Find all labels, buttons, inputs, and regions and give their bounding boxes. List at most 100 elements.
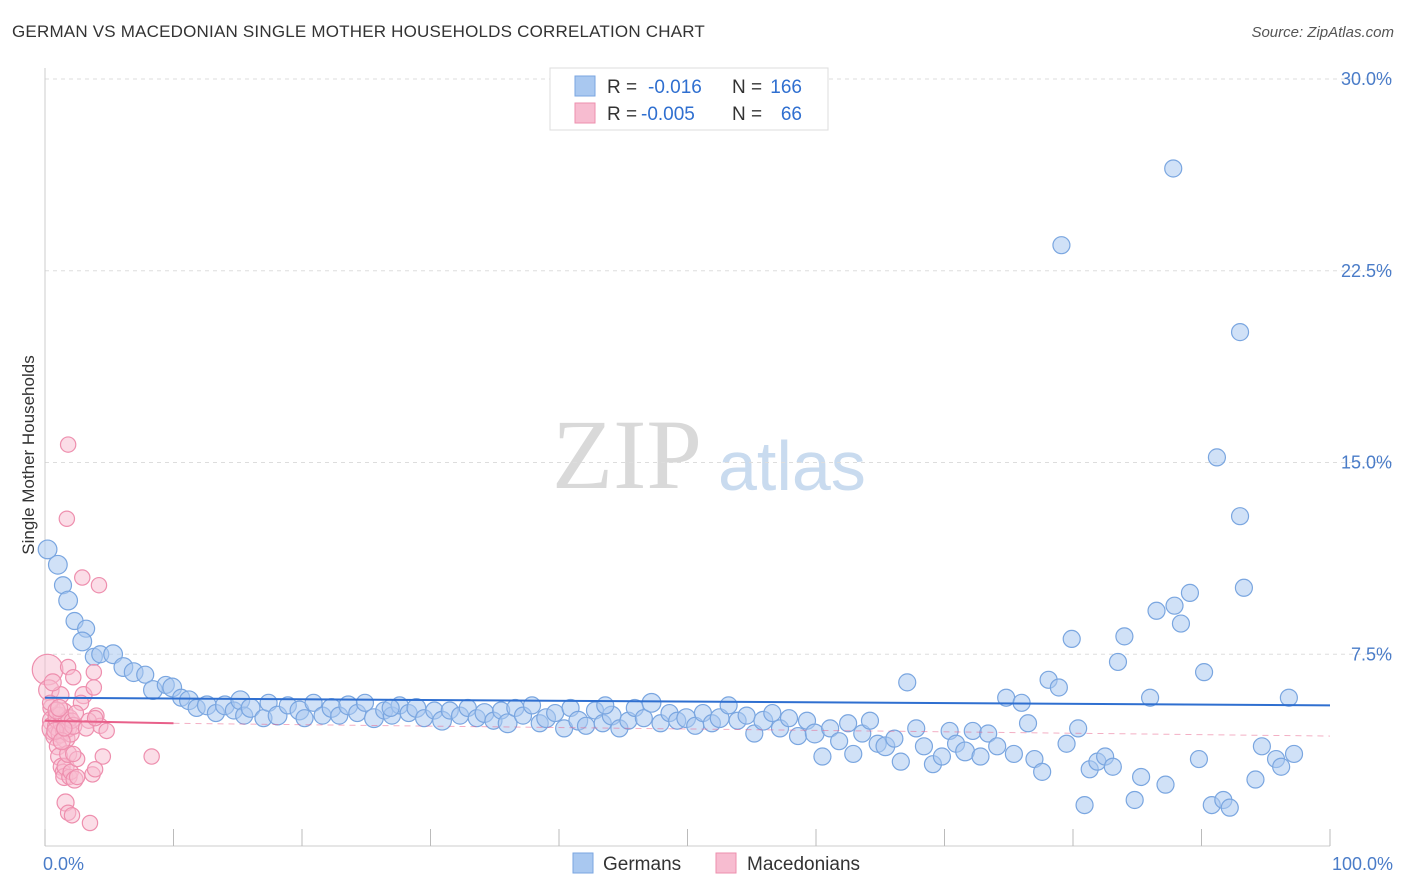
macedonian-point [143, 748, 160, 765]
macedonian-point [90, 576, 108, 594]
german-point [634, 709, 653, 728]
german-point [1164, 159, 1183, 178]
german-point [1132, 767, 1151, 787]
german-point [1057, 734, 1076, 753]
german-point [355, 693, 375, 712]
macedonian-point [63, 807, 81, 824]
y-tick-label: 30.0% [1341, 69, 1392, 89]
german-point [988, 737, 1007, 756]
german-point [136, 665, 155, 684]
german-point [979, 724, 998, 743]
bottom-legend-macedonians: Macedonians [747, 854, 860, 875]
macedonian-point [50, 698, 69, 718]
macedonian-point [94, 748, 112, 765]
german-point [58, 590, 79, 611]
german-point [1049, 678, 1068, 697]
macedonian-point [86, 709, 104, 727]
legend-n-value-germans: 166 [770, 77, 802, 98]
macedonian-point [85, 663, 103, 681]
german-point [1125, 790, 1144, 810]
german-point [1272, 757, 1291, 776]
german-point [1279, 688, 1298, 707]
german-point [1075, 795, 1094, 815]
german-point [1165, 596, 1184, 615]
y-axis-label: Single Mother Households [19, 355, 38, 554]
legend-n-label-macedonians: N = [732, 104, 762, 125]
german-point [1018, 714, 1038, 733]
german-point [719, 696, 738, 715]
series-legend: Germans Macedonians [572, 852, 860, 875]
gridlines [45, 78, 1392, 655]
german-point [830, 732, 849, 751]
macedonian-point [43, 673, 62, 692]
legend-r-value-macedonians: -0.005 [641, 104, 695, 125]
german-point [963, 721, 982, 741]
german-point [1115, 627, 1134, 646]
macedonian-point [67, 704, 85, 722]
macedonian-point [65, 745, 82, 763]
german-point [1004, 744, 1023, 764]
macedonian-point [59, 436, 77, 453]
german-point [1108, 652, 1128, 672]
german-point [779, 709, 799, 728]
watermark: ZIP atlas [552, 399, 866, 510]
germans-trend-line [44, 696, 1331, 707]
macedonian-point [74, 569, 91, 586]
german-point [907, 719, 926, 738]
watermark-zip: ZIP [552, 399, 702, 510]
german-point [576, 716, 596, 735]
y-tick-label: 7.5% [1351, 644, 1392, 664]
german-point [1246, 770, 1265, 789]
trend-lines [44, 696, 1331, 737]
y-tick-label: 15.0% [1341, 453, 1392, 473]
german-point [497, 713, 518, 734]
germans-points [37, 159, 1304, 817]
german-point [860, 711, 880, 730]
german-point [1234, 578, 1254, 597]
macedonian-point [98, 722, 115, 740]
legend-swatch-macedonians [574, 102, 596, 124]
legend-r-value-germans: -0.016 [648, 77, 702, 98]
legend-swatch-germans [574, 75, 596, 97]
macedonian-point [68, 768, 86, 786]
macedonian-point [81, 814, 99, 832]
german-point [1194, 663, 1214, 682]
german-point [1052, 236, 1071, 255]
german-point [1033, 762, 1052, 781]
german-point [546, 703, 565, 723]
german-point [839, 714, 858, 733]
german-point [1252, 737, 1271, 756]
german-point [295, 709, 314, 728]
german-point [596, 696, 615, 715]
german-point [932, 747, 952, 766]
german-point [1156, 775, 1175, 794]
german-point [47, 554, 68, 575]
german-point [844, 744, 863, 764]
x-tick-label-min: 0.0% [43, 854, 84, 874]
german-point [381, 698, 400, 718]
macedonian-point [58, 510, 76, 527]
german-point [1284, 744, 1304, 764]
german-point [971, 747, 990, 766]
legend-n-value-macedonians: 66 [781, 104, 802, 125]
german-point [641, 692, 662, 713]
legend-n-label-germans: N = [732, 77, 762, 98]
german-point [1140, 688, 1160, 707]
legend-r-label-macedonians: R = [607, 104, 637, 125]
legend-box [549, 67, 829, 131]
german-point [1069, 719, 1088, 738]
macedonians-trend-extension [173, 722, 1331, 737]
german-point [821, 719, 840, 738]
chart-title: GERMAN VS MACEDONIAN SINGLE MOTHER HOUSE… [12, 22, 706, 41]
german-point [1230, 507, 1250, 526]
x-tick-label-max: 100.0% [1332, 854, 1393, 874]
source-label: Source: ZipAtlas.com [1251, 24, 1394, 41]
german-point [37, 539, 58, 560]
y-tick-label: 22.5% [1341, 261, 1392, 281]
macedonian-point [86, 761, 104, 778]
german-point [1207, 448, 1227, 467]
german-point [1147, 601, 1166, 620]
legend-r-label-germans: R = [607, 77, 637, 98]
german-point [1220, 798, 1239, 817]
